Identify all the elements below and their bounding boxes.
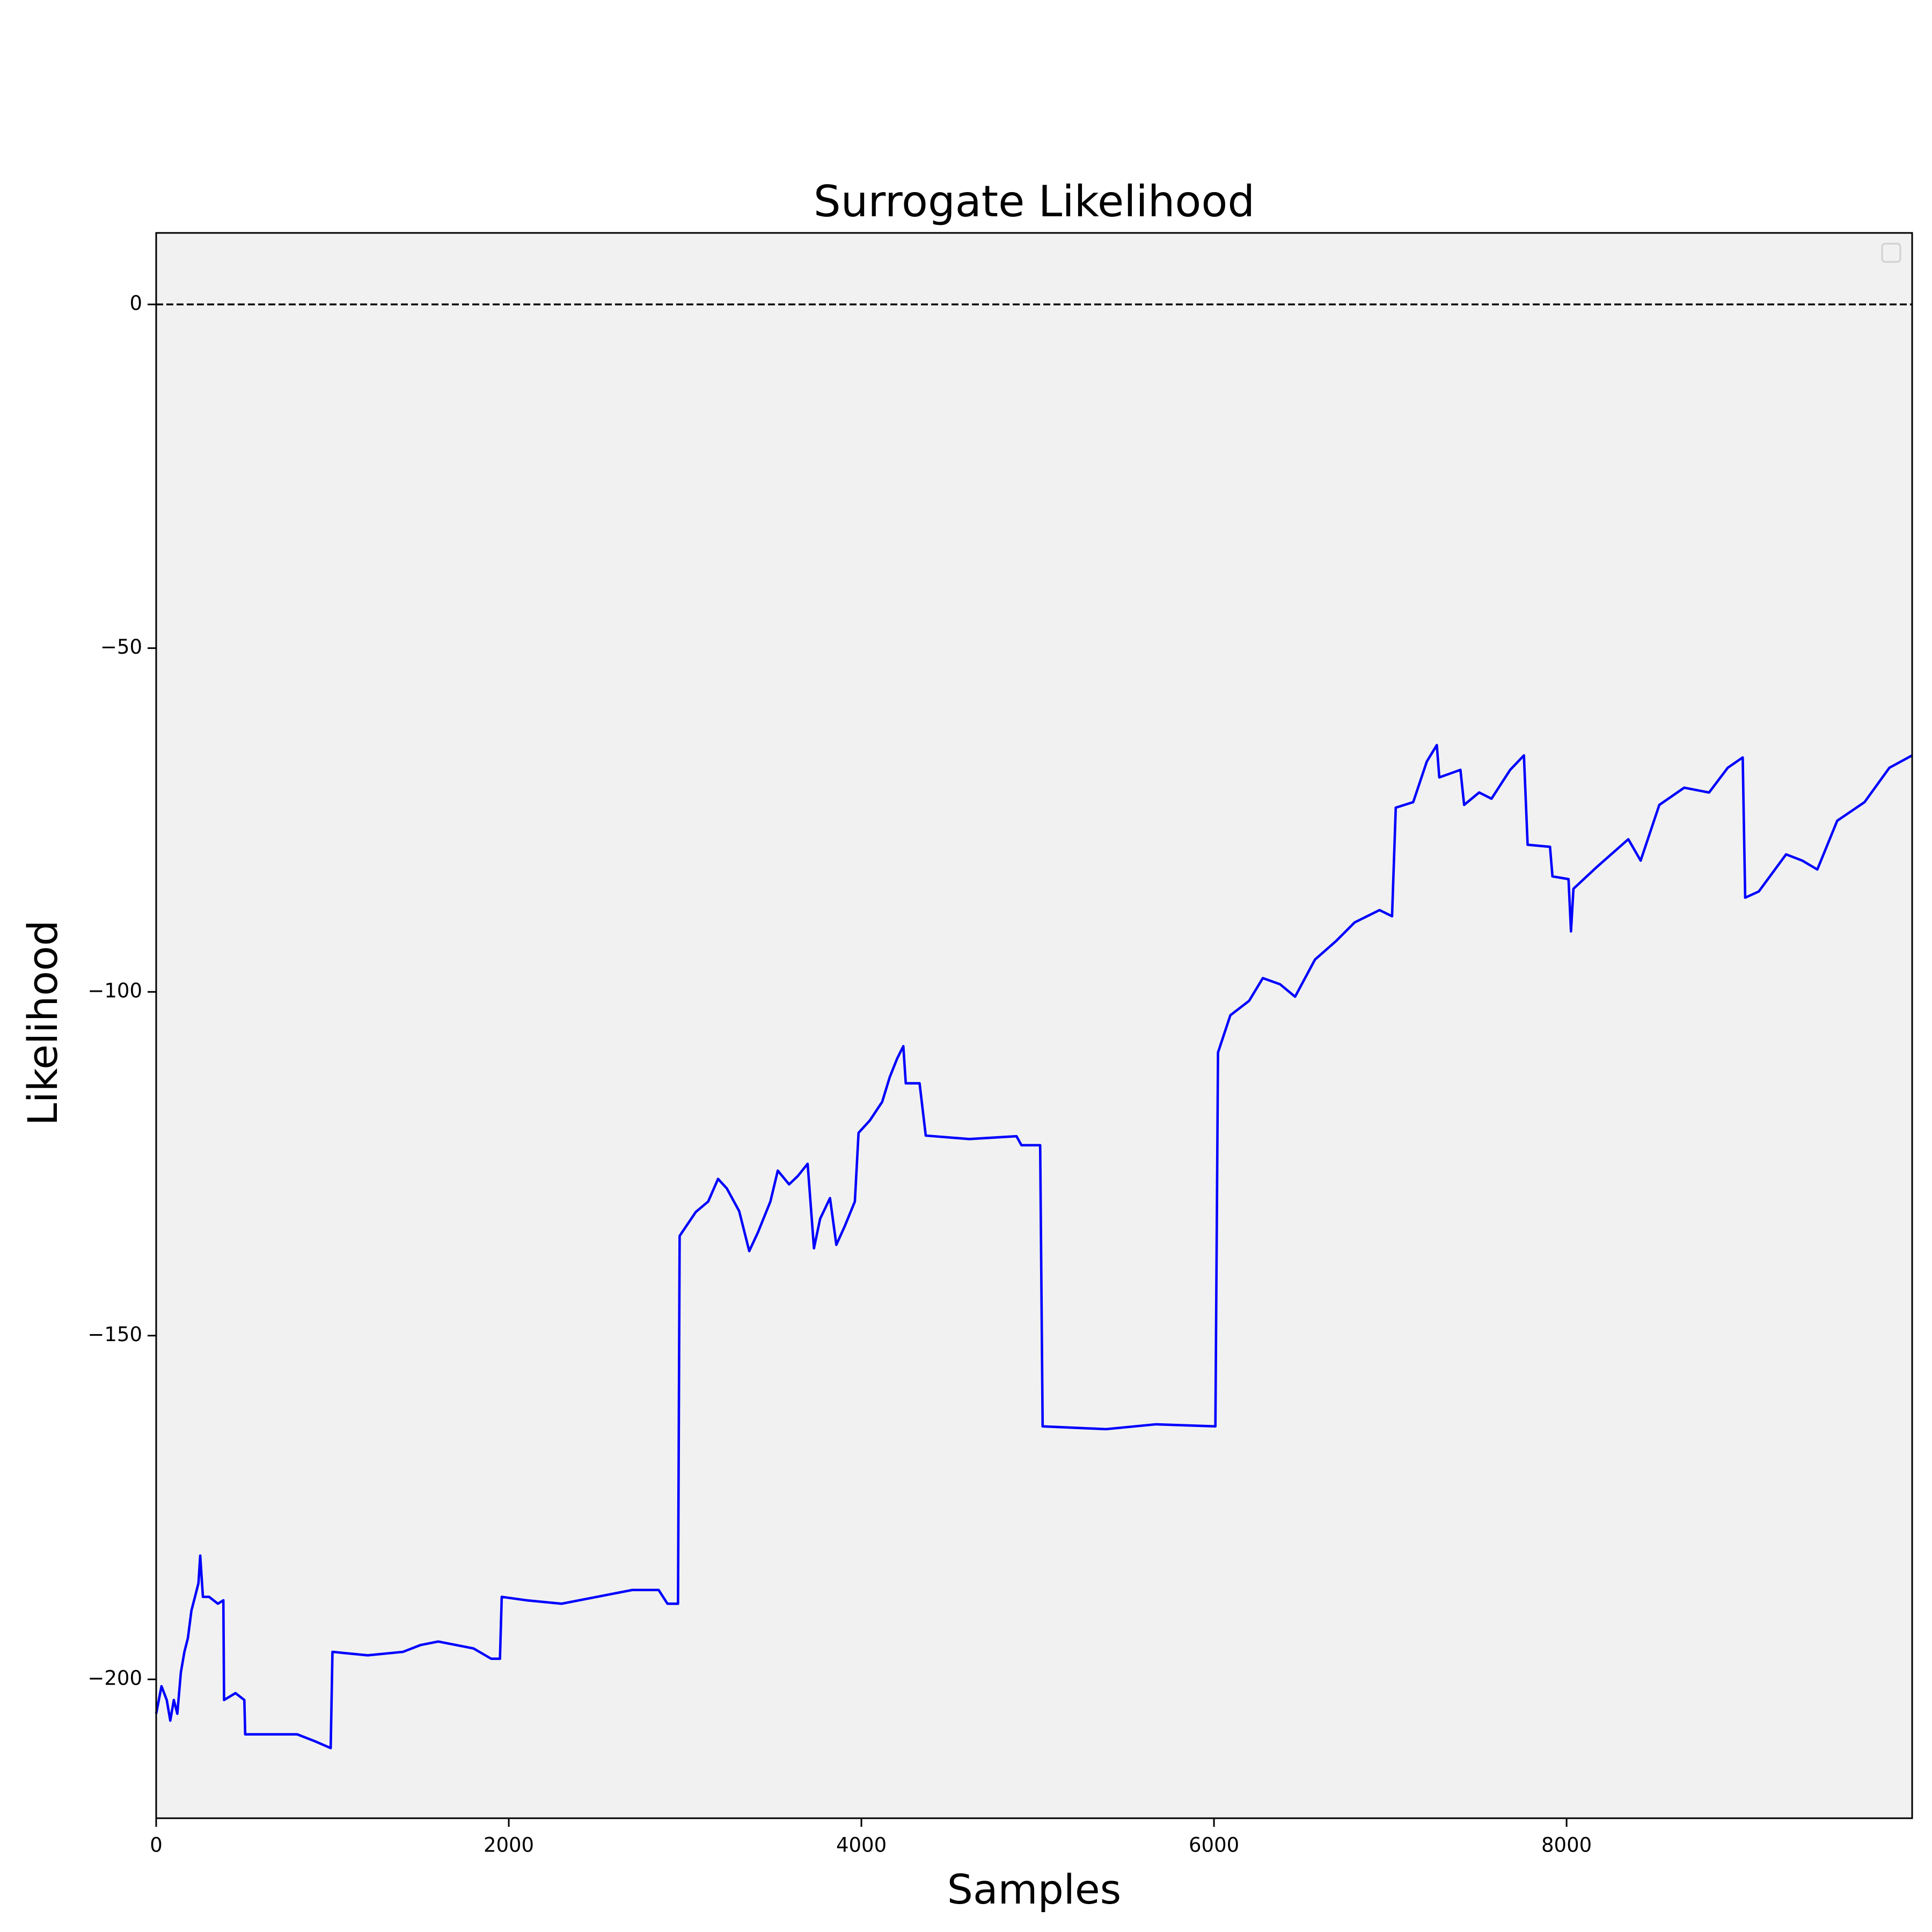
legend-box (1881, 243, 1901, 263)
x-axis-label: Samples (947, 1865, 1122, 1913)
plot-frame (155, 232, 1913, 1819)
y-tick-label: 0 (129, 292, 142, 315)
y-axis-label: Likelihood (19, 920, 67, 1125)
chart-title: Surrogate Likelihood (814, 177, 1255, 226)
x-tick-label: 0 (150, 1834, 163, 1857)
x-tick-label: 2000 (484, 1834, 534, 1857)
y-tick-label: −200 (87, 1667, 142, 1690)
data-line (155, 744, 1913, 1750)
x-tick-label: 4000 (836, 1834, 887, 1857)
plot-area (156, 233, 1912, 1818)
y-tick-label: −150 (87, 1323, 142, 1346)
y-tick-label: −50 (100, 635, 142, 658)
y-tick-label: −100 (87, 979, 142, 1002)
x-tick-label: 8000 (1541, 1834, 1592, 1857)
x-tick-label: 6000 (1189, 1834, 1239, 1857)
